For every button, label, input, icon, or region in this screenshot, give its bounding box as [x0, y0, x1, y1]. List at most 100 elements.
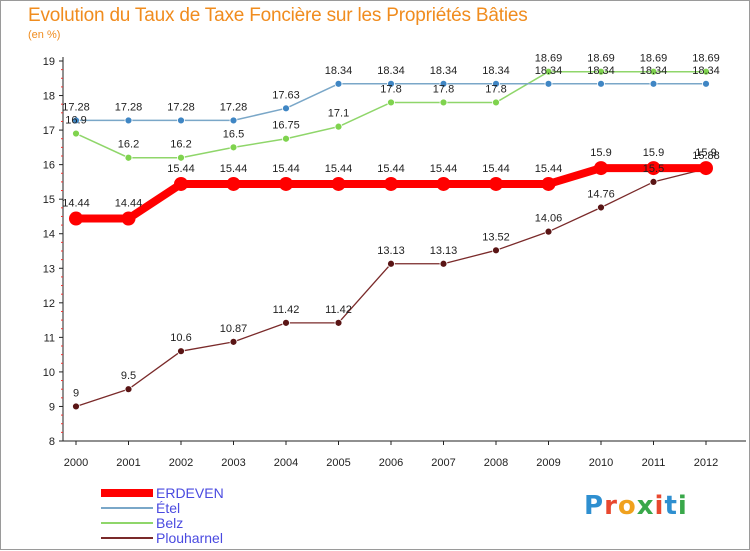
data-point-tel: [230, 117, 237, 124]
y-tick-label: 16: [43, 160, 55, 172]
x-tick-label: 2003: [221, 457, 245, 469]
legend-swatch-belz: [101, 522, 153, 524]
data-label-erdeven: 15.9: [643, 147, 664, 159]
data-point-belz: [73, 130, 80, 137]
data-label-erdeven: 15.9: [590, 147, 611, 159]
data-point-tel: [335, 80, 342, 87]
data-label-belz: 18.69: [640, 53, 668, 65]
y-tick-label: 10: [43, 367, 55, 379]
data-point-erdeven: [69, 212, 83, 226]
data-point-plouharnel: [650, 178, 657, 185]
logo-letter: r: [604, 491, 618, 521]
data-label-belz: 16.2: [118, 139, 139, 151]
data-point-plouharnel: [230, 338, 237, 345]
data-label-tel: 18.34: [482, 65, 510, 77]
data-point-plouharnel: [125, 386, 132, 393]
data-label-belz: 16.9: [65, 115, 86, 127]
legend-label-belz: Belz: [156, 516, 183, 531]
x-tick-label: 2002: [169, 457, 193, 469]
data-label-tel: 17.63: [272, 89, 300, 101]
x-tick-label: 2000: [64, 457, 88, 469]
data-point-plouharnel: [493, 247, 500, 254]
x-tick-label: 2009: [536, 457, 560, 469]
data-label-belz: 16.75: [272, 120, 300, 132]
data-label-tel: 17.28: [62, 101, 90, 113]
data-label-plouharnel: 13.52: [482, 231, 510, 243]
data-point-belz: [335, 123, 342, 130]
legend-label-tel: Étel: [156, 501, 180, 516]
data-point-erdeven: [594, 161, 608, 175]
data-point-belz: [388, 99, 395, 106]
data-label-plouharnel: 11.42: [273, 304, 300, 316]
y-tick-label: 9: [49, 401, 55, 413]
logo-letter: P: [584, 491, 604, 521]
x-tick-label: 2012: [694, 457, 718, 469]
x-tick-label: 2011: [642, 457, 666, 469]
data-label-plouharnel: 9.5: [121, 370, 136, 382]
legend-swatch-erdeven: [101, 489, 153, 497]
data-label-plouharnel: 13.13: [377, 245, 405, 257]
x-tick-label: 2004: [274, 457, 298, 469]
data-point-belz: [230, 144, 237, 151]
data-point-tel: [178, 117, 185, 124]
data-point-belz: [178, 154, 185, 161]
y-tick-label: 14: [43, 229, 55, 241]
data-point-plouharnel: [388, 260, 395, 267]
data-point-erdeven: [122, 212, 136, 226]
y-tick-label: 13: [43, 263, 55, 275]
y-tick-label: 12: [43, 298, 55, 310]
y-tick-label: 11: [44, 332, 55, 344]
series-line-plouharnel: [76, 169, 706, 407]
data-point-erdeven: [332, 177, 346, 191]
data-point-tel: [650, 80, 657, 87]
data-label-tel: 17.28: [220, 101, 248, 113]
chart-frame: Evolution du Taux de Taxe Foncière sur l…: [0, 0, 750, 550]
x-tick-label: 2008: [484, 457, 508, 469]
data-label-tel: 17.28: [115, 101, 143, 113]
data-label-erdeven: 15.44: [377, 163, 405, 175]
data-point-erdeven: [699, 161, 713, 175]
data-label-belz: 18.69: [692, 53, 720, 65]
data-label-plouharnel: 11.42: [325, 304, 352, 316]
data-point-plouharnel: [545, 228, 552, 235]
data-label-erdeven: 15.44: [482, 163, 510, 175]
data-label-erdeven: 14.44: [62, 198, 90, 210]
logo-letter: i: [655, 491, 665, 521]
logo-letter: i: [678, 491, 688, 521]
y-tick-label: 17: [43, 125, 55, 137]
data-point-plouharnel: [283, 319, 290, 326]
data-label-tel: 18.34: [377, 65, 405, 77]
y-tick-label: 15: [43, 194, 55, 206]
data-label-plouharnel: 14.76: [587, 188, 615, 200]
data-point-erdeven: [542, 177, 556, 191]
x-tick-label: 2006: [379, 457, 403, 469]
data-point-erdeven: [279, 177, 293, 191]
y-tick-label: 19: [43, 56, 55, 68]
data-point-erdeven: [227, 177, 241, 191]
data-label-tel: 17.28: [167, 101, 195, 113]
line-chart: 89101112131415161718192000 2001 2002 2003 20…: [1, 1, 750, 551]
data-point-erdeven: [174, 177, 188, 191]
data-label-belz: 16.2: [170, 139, 191, 151]
x-tick-label: 2007: [431, 457, 455, 469]
y-tick-label: 8: [49, 436, 55, 448]
series-layer: [69, 68, 713, 410]
legend-swatch-plouharnel: [101, 537, 153, 539]
x-tick-label: 2005: [326, 457, 350, 469]
data-label-erdeven: 15.44: [272, 163, 300, 175]
data-point-belz: [493, 99, 500, 106]
x-tick-label: 2001: [116, 457, 140, 469]
data-point-belz: [125, 154, 132, 161]
legend-label-plouharnel: Plouharnel: [156, 531, 223, 546]
data-label-plouharnel: 15.5: [643, 163, 664, 175]
data-point-plouharnel: [598, 204, 605, 211]
data-label-erdeven: 15.44: [325, 163, 353, 175]
proxiti-logo: Proxiti: [584, 491, 688, 521]
data-label-erdeven: 14.44: [115, 198, 143, 210]
data-point-tel: [598, 80, 605, 87]
data-label-belz: 17.1: [328, 108, 349, 120]
data-label-erdeven: 15.44: [535, 163, 563, 175]
logo-letter: t: [664, 491, 677, 521]
data-point-erdeven: [489, 177, 503, 191]
data-point-plouharnel: [73, 403, 80, 410]
